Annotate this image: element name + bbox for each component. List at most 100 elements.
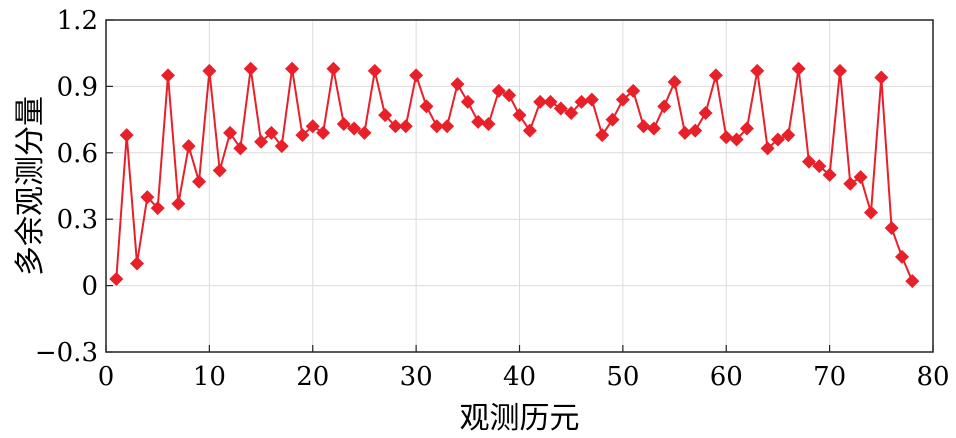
data-point-marker xyxy=(254,134,269,149)
x-tick-label: 30 xyxy=(400,362,433,392)
data-point-marker xyxy=(460,94,475,109)
data-point-marker xyxy=(305,119,320,134)
x-tick-label: 40 xyxy=(503,362,536,392)
data-point-marker xyxy=(636,119,651,134)
y-tick-label: −0.3 xyxy=(35,338,98,368)
y-tick-label: 1.2 xyxy=(57,6,98,36)
data-point-marker xyxy=(822,167,837,182)
data-point-marker xyxy=(615,92,630,107)
data-point-marker xyxy=(801,154,816,169)
data-point-marker xyxy=(398,119,413,134)
data-point-marker xyxy=(223,125,238,140)
data-point-marker xyxy=(512,108,527,123)
data-point-marker xyxy=(781,128,796,143)
series-line xyxy=(115,68,914,282)
data-point-marker xyxy=(584,92,599,107)
data-point-marker xyxy=(429,119,444,134)
data-point-marker xyxy=(574,94,589,109)
data-point-marker xyxy=(502,88,517,103)
data-point-marker xyxy=(285,61,300,76)
data-point-marker xyxy=(708,68,723,83)
data-point-marker xyxy=(688,123,703,138)
data-point-marker xyxy=(450,77,465,92)
data-point-marker xyxy=(202,63,217,78)
data-point-marker xyxy=(657,99,672,114)
data-point-marker xyxy=(832,63,847,78)
data-point-marker xyxy=(233,141,248,156)
data-point-marker xyxy=(367,63,382,78)
x-tick-label: 10 xyxy=(193,362,226,392)
data-point-marker xyxy=(564,105,579,120)
data-point-marker xyxy=(543,94,558,109)
data-point-marker xyxy=(130,256,145,271)
data-point-marker xyxy=(212,163,227,178)
data-point-marker xyxy=(347,121,362,136)
data-point-marker xyxy=(750,63,765,78)
data-point-marker xyxy=(770,132,785,147)
data-point-marker xyxy=(161,68,176,83)
data-point-marker xyxy=(336,117,351,132)
data-point-marker xyxy=(388,119,403,134)
data-point-marker xyxy=(791,61,806,76)
data-point-marker xyxy=(874,70,889,85)
data-point-marker xyxy=(533,94,548,109)
data-point-marker xyxy=(471,114,486,129)
data-point-marker xyxy=(481,117,496,132)
data-point-marker xyxy=(760,141,775,156)
data-point-marker xyxy=(553,101,568,116)
data-point-marker xyxy=(626,83,641,98)
data-point-marker xyxy=(677,125,692,140)
data-point-marker xyxy=(192,174,207,189)
data-point-marker xyxy=(109,271,124,286)
x-tick-label: 80 xyxy=(916,362,949,392)
data-point-marker xyxy=(181,139,196,154)
data-point-marker xyxy=(853,170,868,185)
x-tick-label: 20 xyxy=(296,362,329,392)
y-tick-label: 0.3 xyxy=(57,205,98,235)
data-point-marker xyxy=(171,196,186,211)
data-point-marker xyxy=(884,221,899,236)
axis-ticks: 0 10 20 30 40 50 60 70 80−0.300.30.60.91.2 xyxy=(35,6,950,392)
x-tick-label: 70 xyxy=(813,362,846,392)
data-series xyxy=(109,61,920,289)
data-point-marker xyxy=(843,176,858,191)
data-point-marker xyxy=(357,125,372,140)
x-axis-label: 观测历元 xyxy=(460,401,580,436)
data-point-marker xyxy=(894,249,909,264)
data-point-marker xyxy=(905,274,920,289)
data-point-marker xyxy=(739,121,754,136)
data-point-marker xyxy=(326,61,341,76)
data-point-marker xyxy=(667,74,682,89)
grid xyxy=(105,19,934,353)
x-tick-label: 50 xyxy=(606,362,639,392)
data-point-marker xyxy=(729,132,744,147)
y-tick-label: 0.9 xyxy=(57,72,98,102)
data-point-marker xyxy=(491,83,506,98)
data-point-marker xyxy=(440,119,455,134)
data-point-marker xyxy=(812,159,827,174)
data-point-marker xyxy=(419,99,434,114)
data-point-marker xyxy=(646,121,661,136)
data-point-marker xyxy=(243,61,258,76)
data-point-marker xyxy=(863,205,878,220)
data-point-marker xyxy=(698,105,713,120)
data-point-marker xyxy=(605,112,620,127)
data-point-marker xyxy=(140,190,155,205)
data-point-marker xyxy=(522,123,537,138)
x-tick-label: 0 xyxy=(98,362,115,392)
data-point-marker xyxy=(295,128,310,143)
x-tick-label: 60 xyxy=(710,362,743,392)
data-point-marker xyxy=(264,125,279,140)
data-point-marker xyxy=(150,201,165,216)
y-tick-label: 0 xyxy=(81,272,98,302)
data-point-marker xyxy=(316,125,331,140)
data-point-marker xyxy=(274,139,289,154)
data-point-marker xyxy=(409,68,424,83)
data-point-marker xyxy=(378,108,393,123)
data-point-marker xyxy=(119,128,134,143)
data-point-marker xyxy=(595,128,610,143)
y-axis-label: 多余观测分量 xyxy=(13,96,48,276)
data-point-marker xyxy=(719,130,734,145)
y-tick-label: 0.6 xyxy=(57,139,98,169)
